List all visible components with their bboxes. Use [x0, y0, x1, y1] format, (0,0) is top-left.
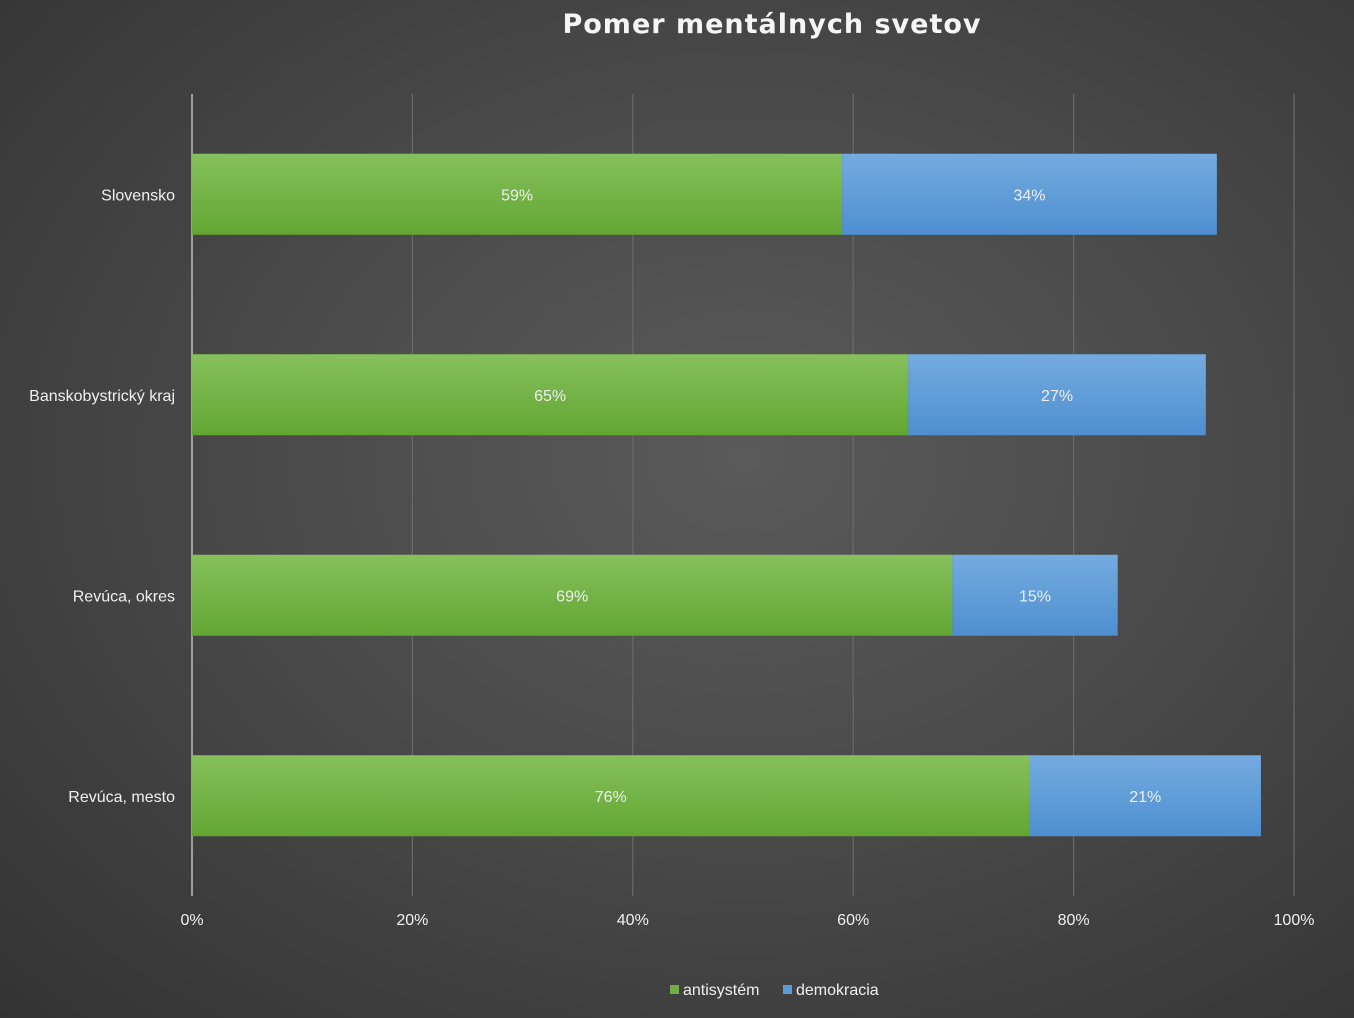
chart-title: Pomer mentálnych svetov: [562, 9, 981, 40]
x-axis-tick-labels: 0% 20% 40% 60% 80% 100%: [180, 912, 1314, 929]
legend-swatch-antisystém: [670, 985, 679, 994]
bar-antisystém-3: [192, 755, 1030, 837]
bar-antisystém-2: [192, 554, 953, 636]
bar-demokracia-2: [952, 554, 1118, 636]
bar-antisystém-0: [192, 153, 843, 235]
bar-demokracia-1: [908, 354, 1206, 436]
data-label-demokracia-3: 21%: [1129, 789, 1161, 806]
x-tick-label-100: 100%: [1274, 912, 1315, 929]
data-label-antisystém-0: 59%: [501, 187, 533, 204]
x-tick-label-40: 40%: [617, 912, 649, 929]
category-label-0: Slovensko: [101, 187, 175, 204]
data-label-demokracia-1: 27%: [1041, 388, 1073, 405]
category-label-3: Revúca, mesto: [68, 789, 175, 806]
data-label-antisystém-1: 65%: [534, 388, 566, 405]
category-label-1: Banskobystrický kraj: [29, 388, 175, 405]
legend-label-demokracia: demokracia: [796, 982, 879, 999]
x-tick-label-20: 20%: [396, 912, 428, 929]
x-tick-label-0: 0%: [180, 912, 203, 929]
data-label-antisystém-3: 76%: [595, 789, 627, 806]
bar-antisystém-1: [192, 354, 909, 436]
legend: antisystém demokracia: [670, 982, 879, 999]
legend-label-antisystém: antisystém: [683, 982, 759, 999]
category-label-2: Revúca, okres: [73, 588, 175, 605]
bar-demokracia-0: [842, 153, 1217, 235]
category-labels: Slovensko Banskobystrický kraj Revúca, okr…: [29, 187, 175, 806]
data-label-demokracia-2: 15%: [1019, 588, 1051, 605]
bars: 59% 34% 65% 27% 69% 15% 76% 21%: [192, 153, 1261, 837]
x-tick-label-60: 60%: [837, 912, 869, 929]
x-tick-label-80: 80%: [1058, 912, 1090, 929]
data-label-demokracia-0: 34%: [1014, 187, 1046, 204]
bar-demokracia-3: [1029, 755, 1261, 837]
data-label-antisystém-2: 69%: [556, 588, 588, 605]
legend-swatch-demokracia: [783, 985, 792, 994]
